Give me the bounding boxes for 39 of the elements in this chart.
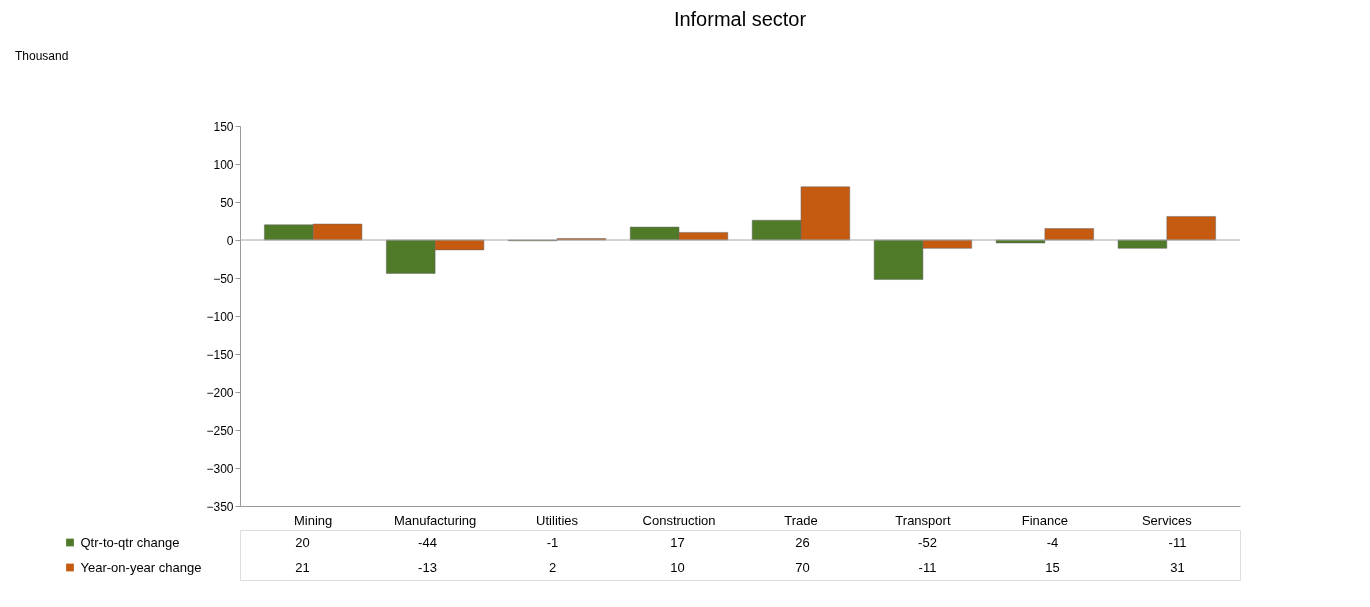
y-tick-label: −150	[206, 347, 234, 362]
data-label: 21	[295, 559, 310, 575]
data-label: 26	[795, 534, 810, 550]
y-tick-label: −50	[213, 271, 234, 286]
y-tick-label: −300	[206, 461, 234, 476]
x-tick-label: Construction	[642, 512, 716, 528]
data-label: -52	[918, 534, 937, 550]
x-tick-label: Manufacturing	[393, 512, 477, 528]
y-tick-label: −350	[206, 499, 234, 514]
y-tick-label: −200	[206, 385, 234, 400]
y-tick-label: 0	[226, 233, 234, 248]
data-label: 70	[795, 559, 810, 575]
data-label: -13	[418, 559, 437, 575]
y-tick-label: −100	[206, 309, 234, 324]
data-label: 17	[670, 534, 685, 550]
data-label: -1	[546, 534, 559, 550]
data-label: -44	[418, 534, 437, 550]
data-label: 2	[548, 559, 557, 575]
data-label: 20	[295, 534, 310, 550]
y-tick-label: 50	[220, 195, 234, 210]
data-label: 15	[1045, 559, 1060, 575]
legend-label: Year-on-year change	[80, 560, 202, 575]
text: Thousand	[15, 49, 69, 63]
x-tick-label: Services	[1141, 512, 1193, 528]
data-label: 10	[670, 559, 685, 575]
data-label: -11	[1168, 534, 1187, 550]
x-tick-label: Trade	[784, 512, 818, 528]
x-tick-label: Utilities	[536, 512, 579, 528]
chart-title: Informal sector	[673, 8, 807, 30]
x-tick-label: Finance	[1021, 512, 1068, 528]
y-tick-label: −250	[206, 423, 234, 438]
data-label: -4	[1046, 534, 1059, 550]
legend-label: Qtr-to-qtr change	[80, 535, 180, 550]
data-label: -11	[918, 559, 937, 575]
data-label: 31	[1170, 559, 1185, 575]
x-tick-label: Transport	[895, 512, 951, 528]
x-tick-label: Mining	[294, 512, 333, 528]
y-tick-label: 150	[213, 119, 234, 134]
y-tick-label: 100	[213, 157, 234, 172]
